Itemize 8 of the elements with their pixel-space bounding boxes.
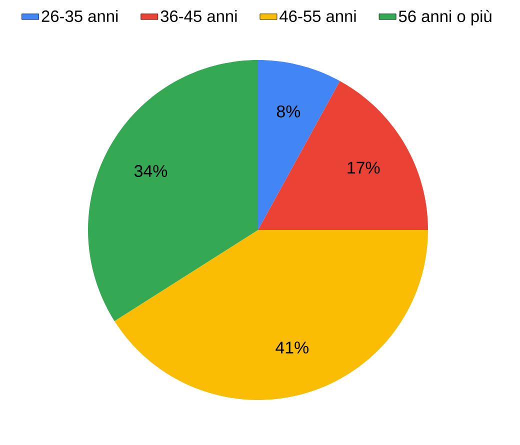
legend-label: 56 anni o più — [398, 10, 492, 26]
legend-label: 36-45 anni — [160, 10, 237, 22]
data-label: 17% — [348, 162, 380, 174]
data-label: 34% — [134, 165, 168, 178]
data-label: 8% — [276, 105, 300, 118]
data-label: 41% — [276, 342, 308, 354]
legend-label: 46-55 anni — [280, 10, 356, 22]
legend-label: 26-35 anni — [42, 10, 118, 22]
